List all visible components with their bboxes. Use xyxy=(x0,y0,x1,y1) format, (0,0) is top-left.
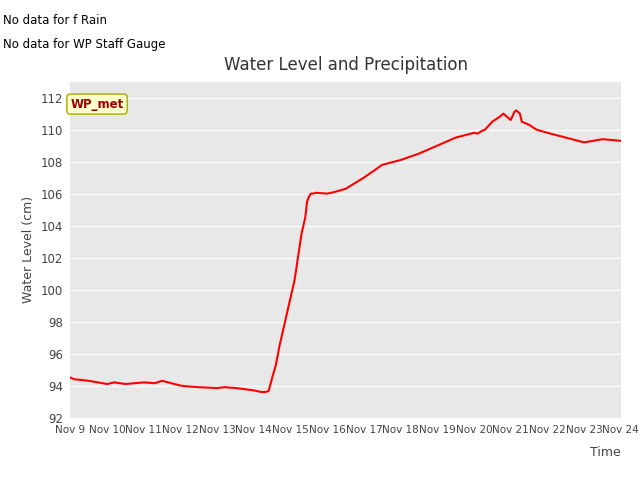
Text: WP_met: WP_met xyxy=(70,97,124,110)
Title: Water Level and Precipitation: Water Level and Precipitation xyxy=(223,57,468,74)
Y-axis label: Water Level (cm): Water Level (cm) xyxy=(22,196,35,303)
Text: No data for WP Staff Gauge: No data for WP Staff Gauge xyxy=(3,38,166,51)
Text: Time: Time xyxy=(590,446,621,459)
Text: No data for f Rain: No data for f Rain xyxy=(3,14,108,27)
Legend: Water Pressure: Water Pressure xyxy=(277,478,414,480)
